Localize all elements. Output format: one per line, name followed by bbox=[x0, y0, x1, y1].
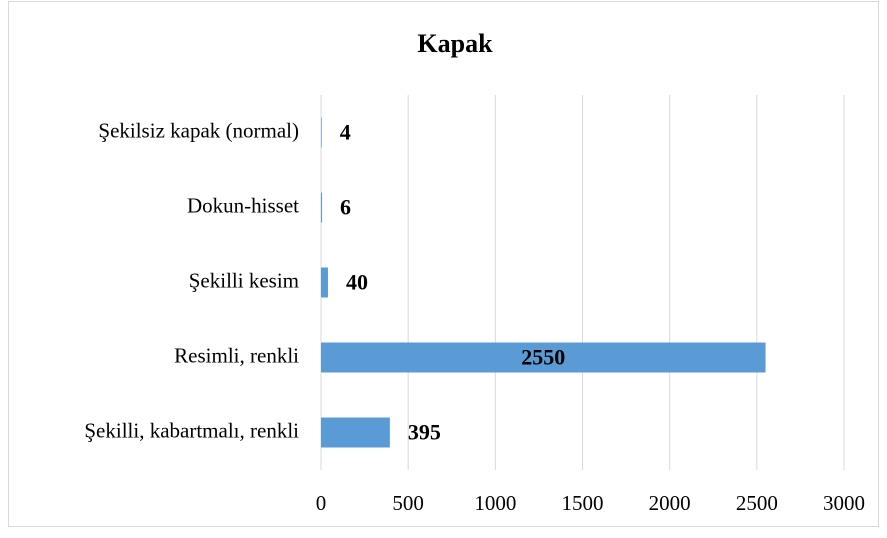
x-tick-label: 500 bbox=[392, 491, 424, 515]
value-label: 2550 bbox=[521, 345, 565, 370]
y-tick-label: Şekilli, kabartmalı, renkli bbox=[84, 418, 299, 442]
chart-frame bbox=[8, 1, 879, 527]
x-tick-label: 3000 bbox=[823, 491, 865, 515]
bar bbox=[321, 192, 323, 223]
x-tick-label: 2000 bbox=[649, 491, 691, 515]
value-label: 4 bbox=[340, 120, 351, 145]
y-tick-label: Şekilli kesim bbox=[189, 268, 299, 292]
y-tick-label: Şekilsiz kapak (normal) bbox=[98, 118, 299, 142]
x-tick-label: 1500 bbox=[562, 491, 604, 515]
y-tick-label: Dokun-hisset bbox=[187, 193, 299, 217]
bar bbox=[321, 267, 328, 298]
value-label: 6 bbox=[340, 195, 351, 220]
x-tick-label: 1000 bbox=[474, 491, 516, 515]
value-label: 395 bbox=[408, 420, 441, 445]
y-tick-label: Resimli, renkli bbox=[174, 343, 299, 367]
bar bbox=[321, 342, 766, 373]
bar bbox=[321, 417, 390, 448]
bar bbox=[321, 117, 322, 148]
x-tick-label: 2500 bbox=[736, 491, 778, 515]
chart-title: Kapak bbox=[417, 29, 493, 58]
value-label: 40 bbox=[346, 270, 368, 295]
x-tick-label: 0 bbox=[316, 491, 327, 515]
